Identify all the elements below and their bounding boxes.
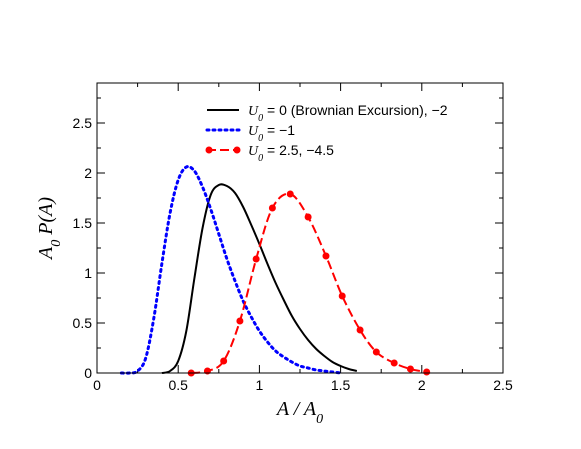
series-marker-red <box>268 204 276 212</box>
y-tick-label: 1.5 <box>73 215 93 231</box>
x-axis-title-main: A / A <box>275 398 317 420</box>
legend-label-red: U0 = 2.5, −4.5 <box>248 142 334 164</box>
series-marker-red <box>322 252 330 260</box>
legend-label-black-main: U <box>248 104 259 119</box>
y-axis-title-main: A <box>35 246 57 261</box>
y-axis-ticks: 0 0.5 1 1.5 2 2.5 <box>73 97 503 381</box>
legend-label-blue: U0 = −1 <box>248 122 295 144</box>
legend-label-blue-main: U <box>248 124 259 139</box>
legend-label-red-sub: 0 <box>258 153 263 164</box>
legend-entry-black: U0 = 0 (Brownian Excursion), −2 <box>207 102 448 124</box>
y-axis-title-sub: 0 <box>49 240 64 247</box>
series-line-red <box>191 192 427 374</box>
legend-label-red-main: U <box>248 144 259 159</box>
x-tick-label: 2 <box>418 377 426 393</box>
series-marker-red <box>390 359 398 367</box>
series-marker-red <box>356 326 364 334</box>
plot-series <box>119 165 431 377</box>
plot-frame <box>96 82 504 374</box>
series-line-blue <box>119 165 343 375</box>
y-tick-label: 0.5 <box>73 315 93 331</box>
y-axis-title: A0 P(A) <box>35 197 64 261</box>
y-tick-label: 1 <box>84 265 92 281</box>
legend-label-black: U0 = 0 (Brownian Excursion), −2 <box>248 102 448 124</box>
series-marker-red <box>338 292 346 300</box>
series-marker-red <box>286 190 294 198</box>
series-marker-red <box>406 365 414 373</box>
legend-label-black-sub: 0 <box>258 113 263 124</box>
legend-marker-red-left <box>205 146 213 154</box>
series-marker-red <box>252 255 260 263</box>
series-marker-red <box>372 348 380 356</box>
x-tick-label: 1 <box>256 377 264 393</box>
series-marker-red <box>304 213 312 221</box>
x-axis-title: A / A0 <box>275 398 323 427</box>
series-marker-red <box>236 317 244 325</box>
x-tick-label: 1.5 <box>331 377 351 393</box>
legend-label-blue-sub: 0 <box>258 133 263 144</box>
y-axis-title-rest: P(A) <box>35 197 57 240</box>
legend-label-red-rest: = 2.5, −4.5 <box>263 142 334 158</box>
legend-label-blue-rest: = −1 <box>263 122 295 138</box>
x-tick-label: 0 <box>93 377 101 393</box>
legend-entry-blue: U0 = −1 <box>205 122 295 144</box>
legend: U0 = 0 (Brownian Excursion), −2 U0 = −1 … <box>205 102 448 164</box>
y-tick-label: 2.5 <box>73 115 93 131</box>
y-tick-label: 0 <box>84 365 92 381</box>
series-marker-red <box>423 368 431 376</box>
legend-entry-red: U0 = 2.5, −4.5 <box>205 142 334 164</box>
x-tick-label: 2.5 <box>493 377 513 393</box>
series-line-black <box>161 183 358 374</box>
y-tick-label: 2 <box>84 165 92 181</box>
legend-label-black-rest: = 0 (Brownian Excursion), −2 <box>263 102 448 118</box>
x-axis-ticks: 0 0.5 1 1.5 2 2.5 <box>93 83 513 393</box>
x-axis-title-sub: 0 <box>316 412 323 427</box>
x-tick-label: 0.5 <box>168 377 188 393</box>
legend-marker-red-right <box>233 146 241 154</box>
series-marker-red <box>220 357 228 365</box>
